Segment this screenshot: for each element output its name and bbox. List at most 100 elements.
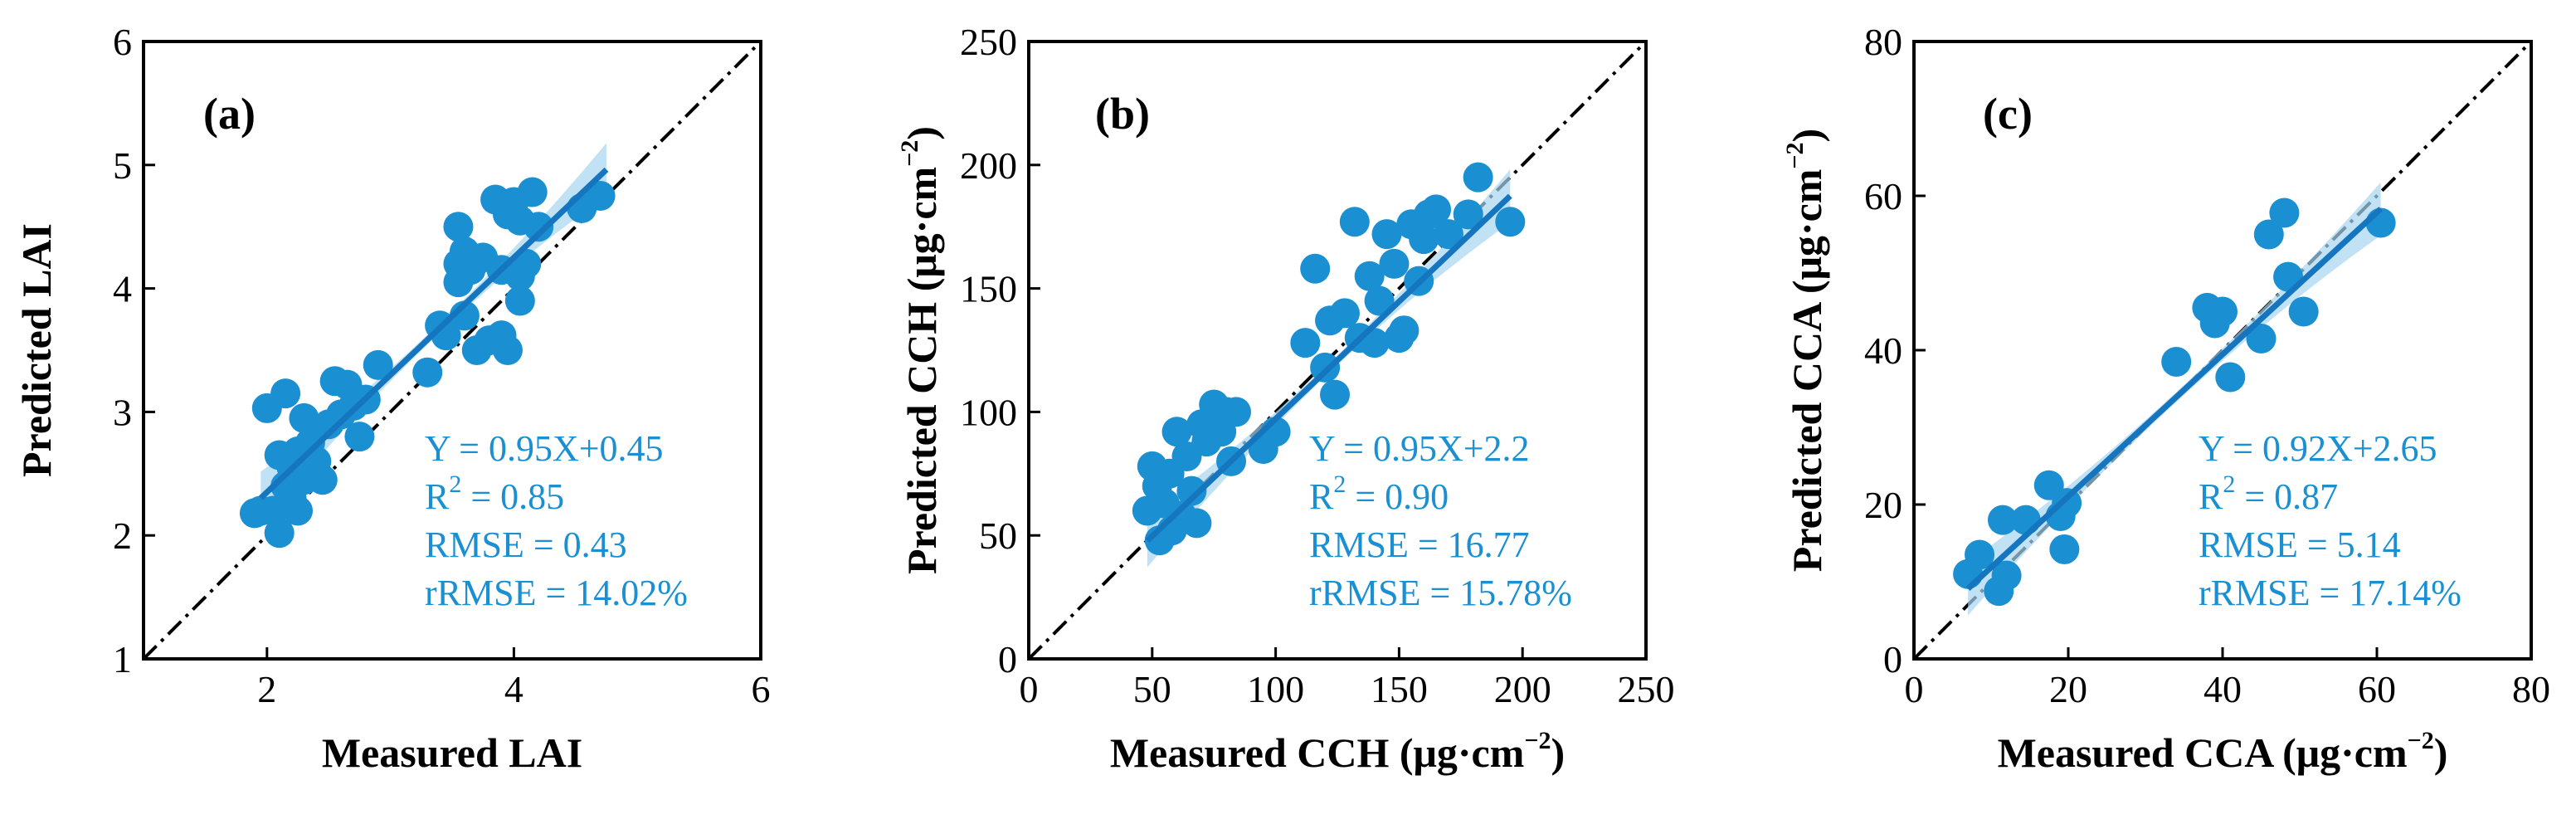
x-axis-label: Measured LAI [322, 729, 582, 776]
rmse-value: RMSE = 5.14 [2199, 524, 2401, 565]
x-axis-label-text: Measured CCA (μg·cm [1998, 729, 2408, 776]
x-tick-label: 2 [257, 668, 276, 710]
data-point [443, 212, 474, 242]
x-tick-label: 0 [1020, 668, 1039, 710]
x-axis-label-text: Measured CCH (μg·cm [1110, 729, 1525, 776]
x-axis-label-text: Measured LAI [322, 729, 582, 776]
r-squared: R2 = 0.87 [2199, 471, 2338, 517]
r-squared-symbol: R [2199, 476, 2223, 517]
y-axis-label-text: Predicted CCA (μg·cm [1784, 169, 1830, 573]
x-tick-label: 0 [1905, 668, 1924, 710]
fit-equation: Y = 0.92X+2.65 [2199, 428, 2437, 469]
r-squared: R2 = 0.85 [425, 471, 564, 517]
data-point [523, 212, 554, 242]
plot-frame [142, 40, 762, 661]
data-point [270, 378, 301, 409]
data-point [1991, 560, 2022, 591]
x-tick-label: 60 [2358, 668, 2396, 710]
plot-frame [1027, 40, 1648, 661]
data-point [2161, 346, 2192, 377]
data-point [1364, 285, 1395, 316]
y-axis-label-close: ) [1784, 129, 1830, 143]
x-tick-label: 40 [2203, 668, 2242, 710]
data-point [363, 349, 393, 380]
x-tick-label: 250 [1618, 668, 1675, 710]
data-point [2288, 296, 2319, 327]
data-point [1495, 207, 1526, 237]
y-tick-label: 4 [113, 268, 132, 310]
y-tick-label: 150 [960, 268, 1017, 310]
data-point [2208, 296, 2238, 327]
data-point [2253, 219, 2284, 250]
y-axis-label-close: ) [898, 126, 945, 140]
y-tick-label: 60 [1864, 175, 1902, 217]
r-squared: R2 = 0.90 [1309, 471, 1449, 517]
x-tick-label: 200 [1494, 668, 1551, 710]
rmse-value: RMSE = 16.77 [1309, 524, 1530, 565]
y-tick-label: 5 [113, 144, 132, 187]
rrmse-value: rRMSE = 15.78% [1309, 573, 1572, 613]
data-point [2010, 505, 2041, 535]
r-squared-exponent: 2 [449, 471, 461, 498]
fit-line [1145, 193, 1512, 544]
y-tick-label: 2 [113, 514, 132, 557]
data-point [1320, 379, 1351, 410]
x-tick-label: 6 [752, 668, 771, 710]
data-point [1389, 315, 1419, 346]
y-tick-label: 80 [1864, 21, 1902, 63]
data-point [264, 518, 295, 549]
panel-label: (c) [1983, 89, 2033, 139]
data-point [2269, 197, 2300, 228]
data-point [1220, 397, 1251, 427]
data-point [412, 357, 443, 388]
y-axis-label-text: Predicted CCH (μg·cm [898, 167, 945, 574]
rrmse-value: rRMSE = 17.14% [2199, 573, 2462, 613]
y-tick-label: 0 [998, 638, 1017, 680]
fit-line [258, 167, 609, 500]
y-tick-label: 6 [113, 21, 132, 63]
panel-b: 0 50 100 150 200 250 0 50 100 150 200 250 (b) Y = 0.9… [896, 21, 1675, 776]
fit-line [1965, 207, 2384, 592]
r-squared-value: = 0.90 [1346, 476, 1449, 517]
data-point [1176, 475, 1207, 506]
x-tick-label: 100 [1247, 668, 1304, 710]
one-to-one-line [142, 40, 762, 661]
x-tick-label: 150 [1371, 668, 1428, 710]
data-point [2215, 362, 2246, 393]
data-point [1354, 261, 1385, 291]
x-axis-label-close: ) [1551, 729, 1566, 776]
x-axis-label-close: ) [2434, 729, 2448, 776]
data-point [1421, 194, 1452, 225]
x-axis-label: Measured CCH (μg·cm−2) [1110, 727, 1565, 776]
x-axis-label-exponent: −2 [1524, 727, 1551, 754]
data-point [2049, 534, 2080, 564]
fit-equation: Y = 0.95X+0.45 [425, 428, 664, 469]
y-tick-label: 250 [960, 21, 1017, 63]
data-point [1329, 298, 1360, 329]
x-axis-label-exponent: −2 [2408, 727, 2434, 754]
data-point [1987, 505, 2018, 535]
y-axis-label-exponent: −2 [896, 140, 923, 167]
y-tick-label: 200 [960, 144, 1017, 187]
r-squared-symbol: R [1309, 476, 1334, 517]
y-axis-label: Predicted CCA (μg·cm−2) [1781, 129, 1830, 572]
y-tick-label: 20 [1864, 484, 1902, 526]
data-point [517, 177, 548, 207]
panel-label: (b) [1095, 89, 1150, 139]
data-point [1409, 224, 1439, 255]
x-tick-label: 20 [2049, 668, 2087, 710]
data-point [307, 465, 338, 495]
data-point [1371, 219, 1402, 250]
data-point [1161, 417, 1192, 447]
fit-equation: Y = 0.95X+2.2 [1309, 428, 1530, 469]
x-axis-label: Measured CCA (μg·cm−2) [1998, 727, 2448, 776]
y-tick-label: 0 [1883, 638, 1902, 680]
rrmse-value: rRMSE = 14.02% [425, 573, 688, 613]
x-tick-label: 4 [504, 668, 523, 710]
x-tick-label: 50 [1133, 668, 1171, 710]
data-point [585, 181, 616, 211]
data-point [1290, 328, 1321, 358]
data-point [1965, 539, 1995, 570]
